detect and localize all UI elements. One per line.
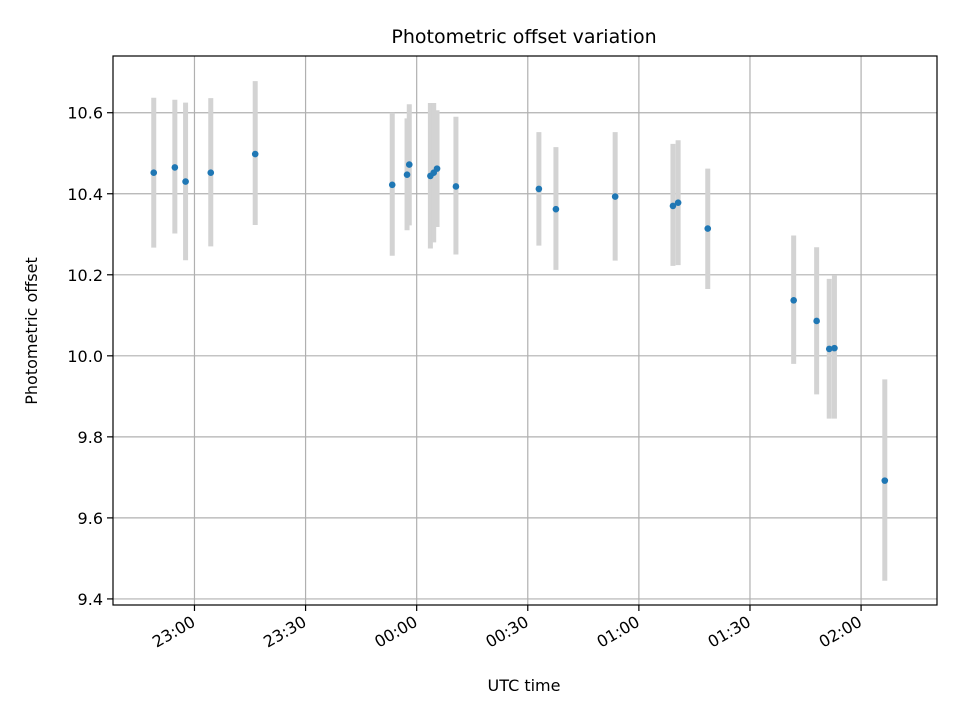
data-point — [433, 165, 441, 172]
plot-area-frame — [112, 55, 938, 606]
data-point — [150, 169, 158, 176]
y-axis-ticks: 9.4 9.6 9.8 10.0 10.2 10.4 10.6 — [67, 104, 113, 609]
data-point — [813, 317, 820, 325]
y-tick-label: 9.6 — [78, 509, 103, 528]
x-axis-label: UTC time — [488, 676, 561, 695]
data-point — [611, 193, 619, 200]
y-tick-label: 10.4 — [67, 185, 103, 204]
grid-lines — [113, 56, 937, 605]
data-point — [704, 225, 712, 232]
data-point — [403, 171, 411, 179]
data-point — [452, 183, 460, 190]
data-point — [552, 205, 560, 213]
y-axis-label: Photometric offset — [22, 257, 41, 405]
data-point — [790, 297, 797, 304]
data-point — [251, 150, 259, 158]
data-point — [825, 345, 833, 353]
y-tick-label: 10.0 — [67, 347, 103, 366]
data-points — [150, 150, 889, 484]
y-tick-label: 9.8 — [78, 428, 103, 447]
data-point — [405, 161, 413, 168]
data-point — [831, 344, 838, 352]
data-point — [669, 202, 677, 210]
data-point — [207, 169, 215, 176]
data-point — [182, 178, 189, 185]
y-tick-label: 10.2 — [67, 266, 103, 285]
data-point — [535, 185, 543, 193]
y-tick-label: 10.6 — [67, 104, 103, 123]
data-point — [171, 164, 179, 171]
y-tick-label: 9.4 — [78, 590, 103, 609]
data-point — [881, 477, 889, 484]
data-point — [388, 181, 396, 189]
chart-title: Photometric offset variation — [391, 26, 656, 48]
data-point — [674, 199, 682, 206]
